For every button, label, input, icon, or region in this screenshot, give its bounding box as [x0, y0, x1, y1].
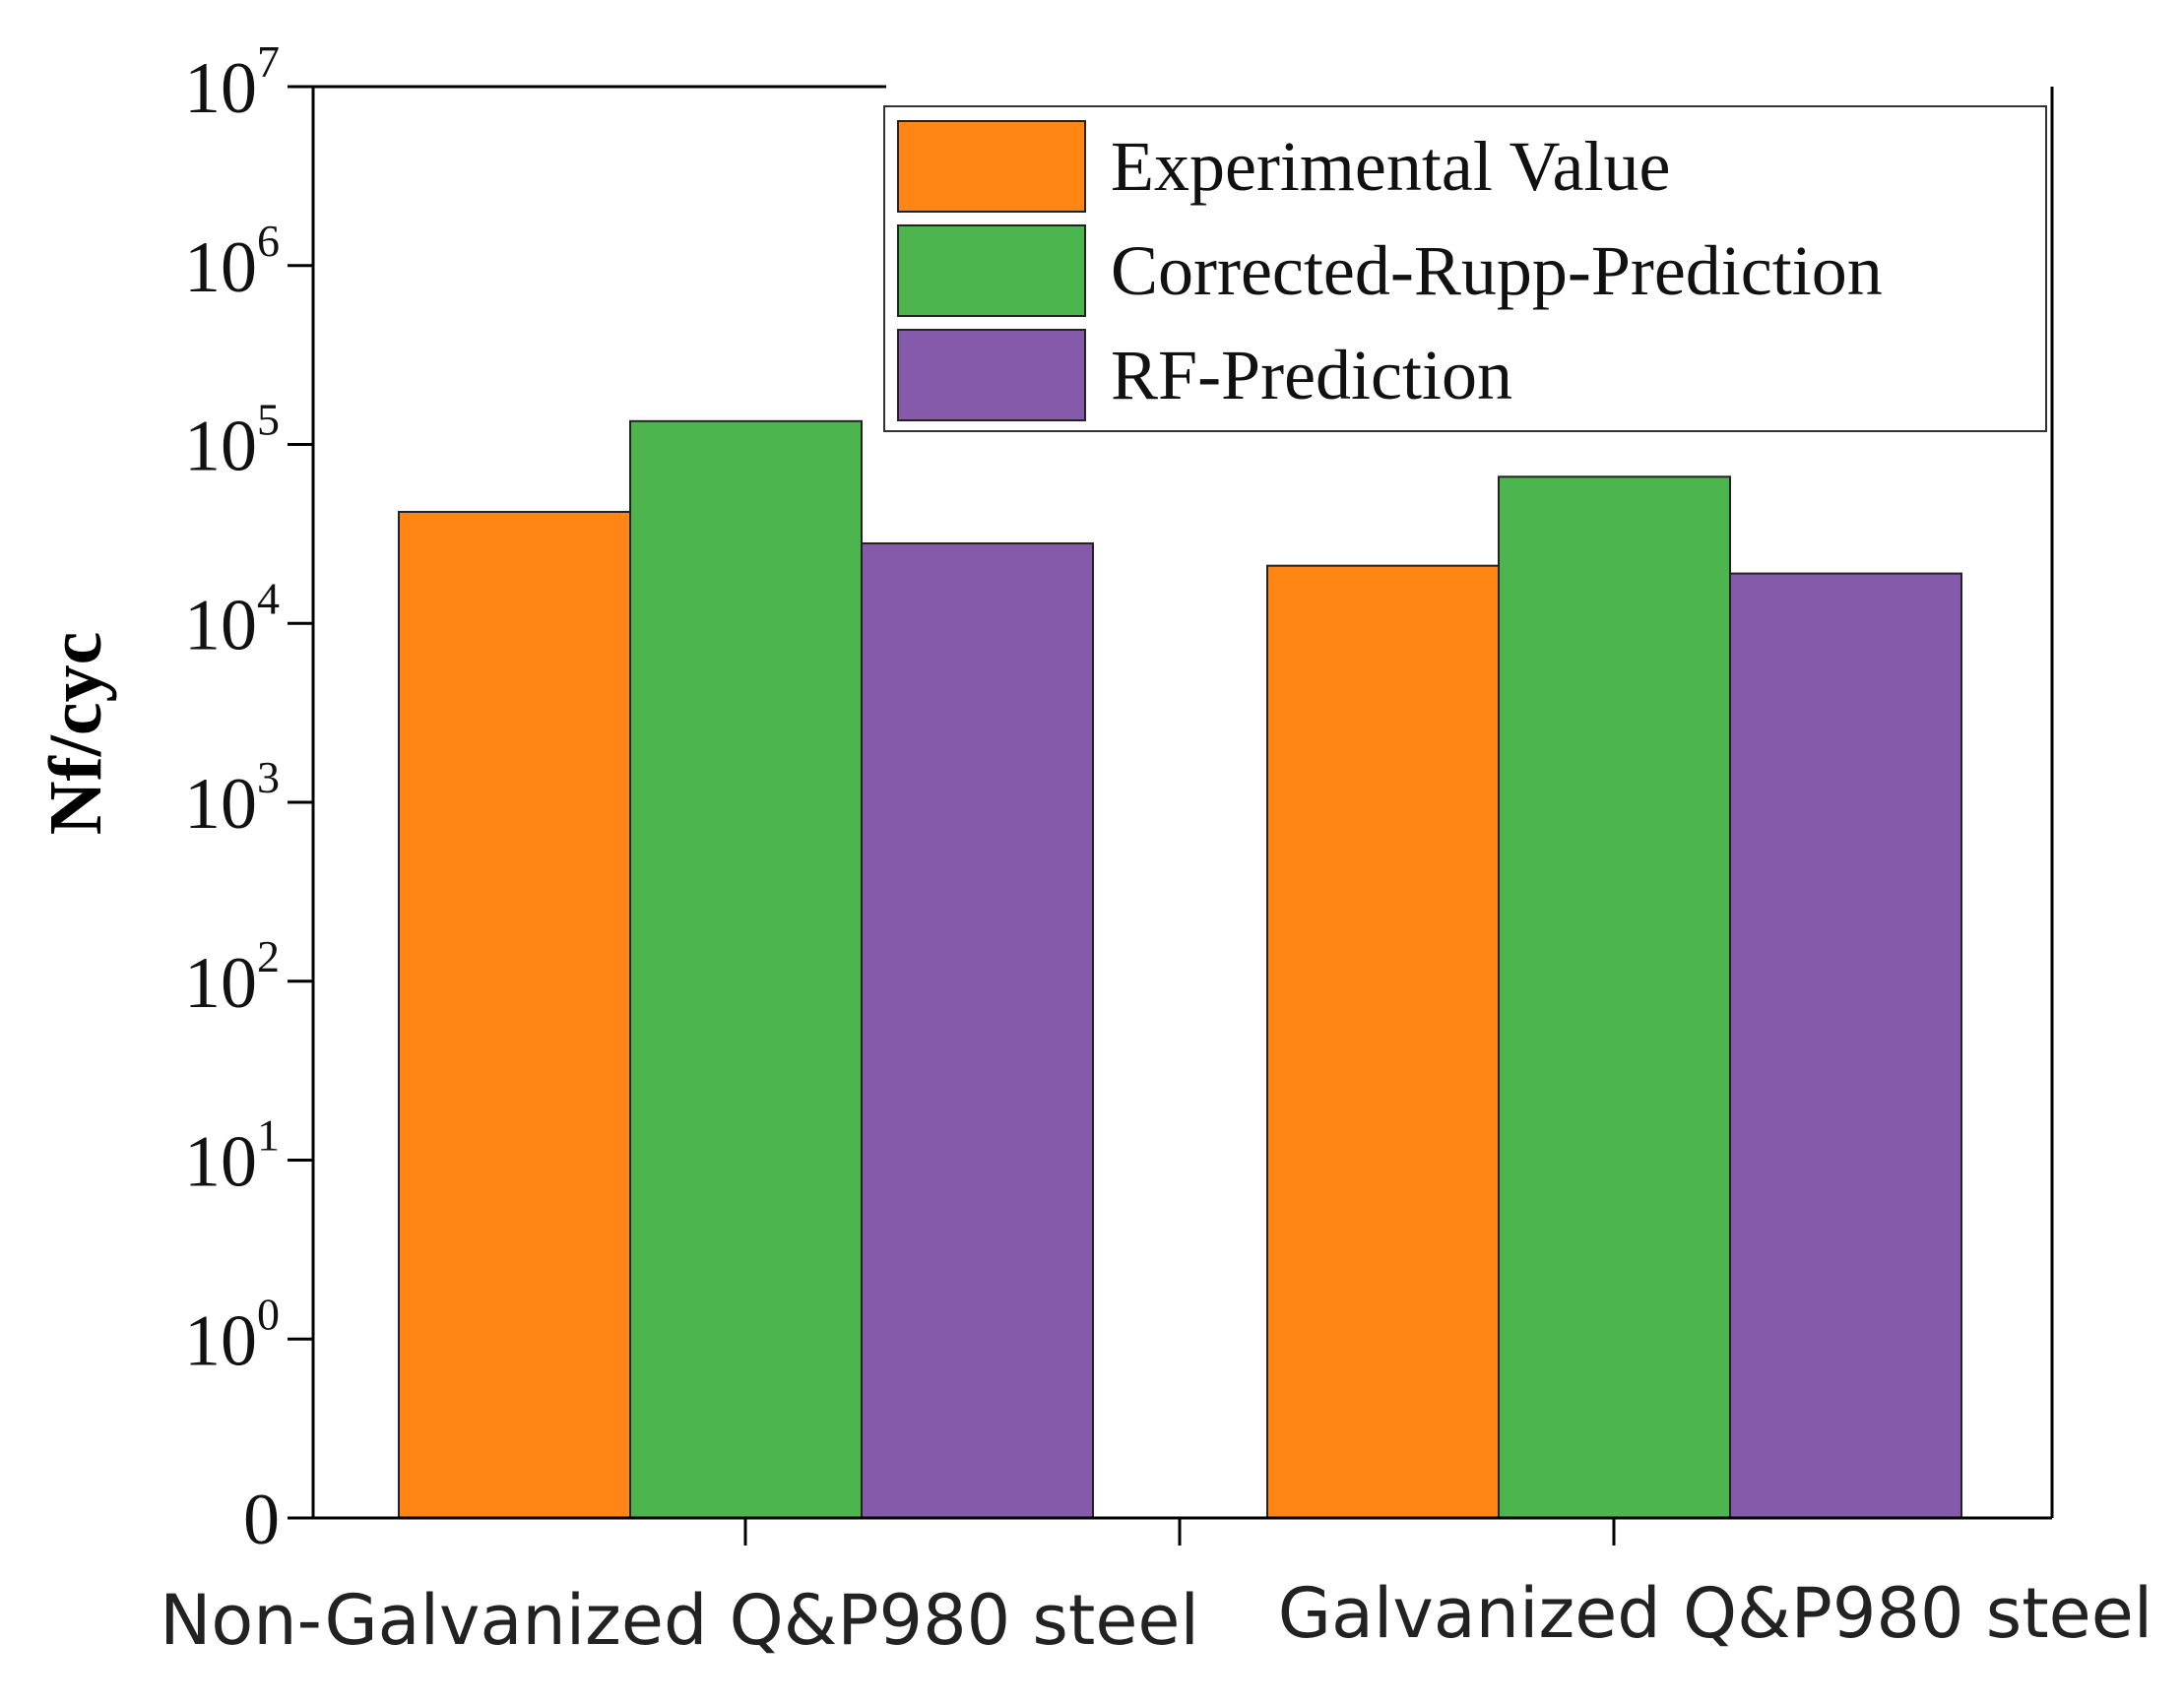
y-tick-label: 101 [184, 1110, 280, 1203]
legend-swatch [897, 329, 1086, 421]
y-tick-label: 104 [184, 573, 280, 665]
bar-experimental-value-1 [398, 510, 631, 1519]
x-axis-ticks [743, 1518, 1616, 1546]
bar-experimental-value-2 [1266, 564, 1500, 1519]
legend-swatch [897, 224, 1086, 317]
y-tick-label: 103 [184, 752, 280, 845]
y-tick-label: 106 [184, 216, 280, 308]
bar-corrected-rupp-prediction-1 [629, 419, 863, 1519]
y-axis-ticks: 0 100 101 102 103 104 105 106 107 [184, 36, 313, 1560]
legend-label: RF-Prediction [1111, 336, 1512, 414]
x-category-label: Non-Galvanized Q&P980 steel [160, 1580, 1199, 1661]
x-category-label: Galvanized Q&P980 steel [1278, 1573, 2152, 1654]
legend-label: Experimental Value [1111, 127, 1670, 206]
bars [398, 419, 1962, 1520]
y-tick-label: 0 [243, 1480, 280, 1560]
x-axis-categories: Non-Galvanized Q&P980 steel Galvanized Q&… [160, 1573, 2152, 1661]
y-tick-label: 107 [184, 36, 280, 129]
legend-label: Corrected-Rupp-Prediction [1111, 231, 1883, 310]
y-tick-label: 102 [184, 931, 280, 1024]
y-tick-label: 105 [184, 395, 280, 487]
bar-rf-prediction-2 [1729, 572, 1962, 1519]
y-tick-label: 100 [184, 1289, 280, 1381]
y-axis-label: Nf/cyc [34, 632, 117, 836]
bar-corrected-rupp-prediction-2 [1498, 475, 1731, 1520]
legend: Experimental Value Corrected-Rupp-Predict… [883, 105, 2047, 432]
bar-rf-prediction-1 [861, 541, 1094, 1519]
legend-swatch [897, 120, 1086, 213]
